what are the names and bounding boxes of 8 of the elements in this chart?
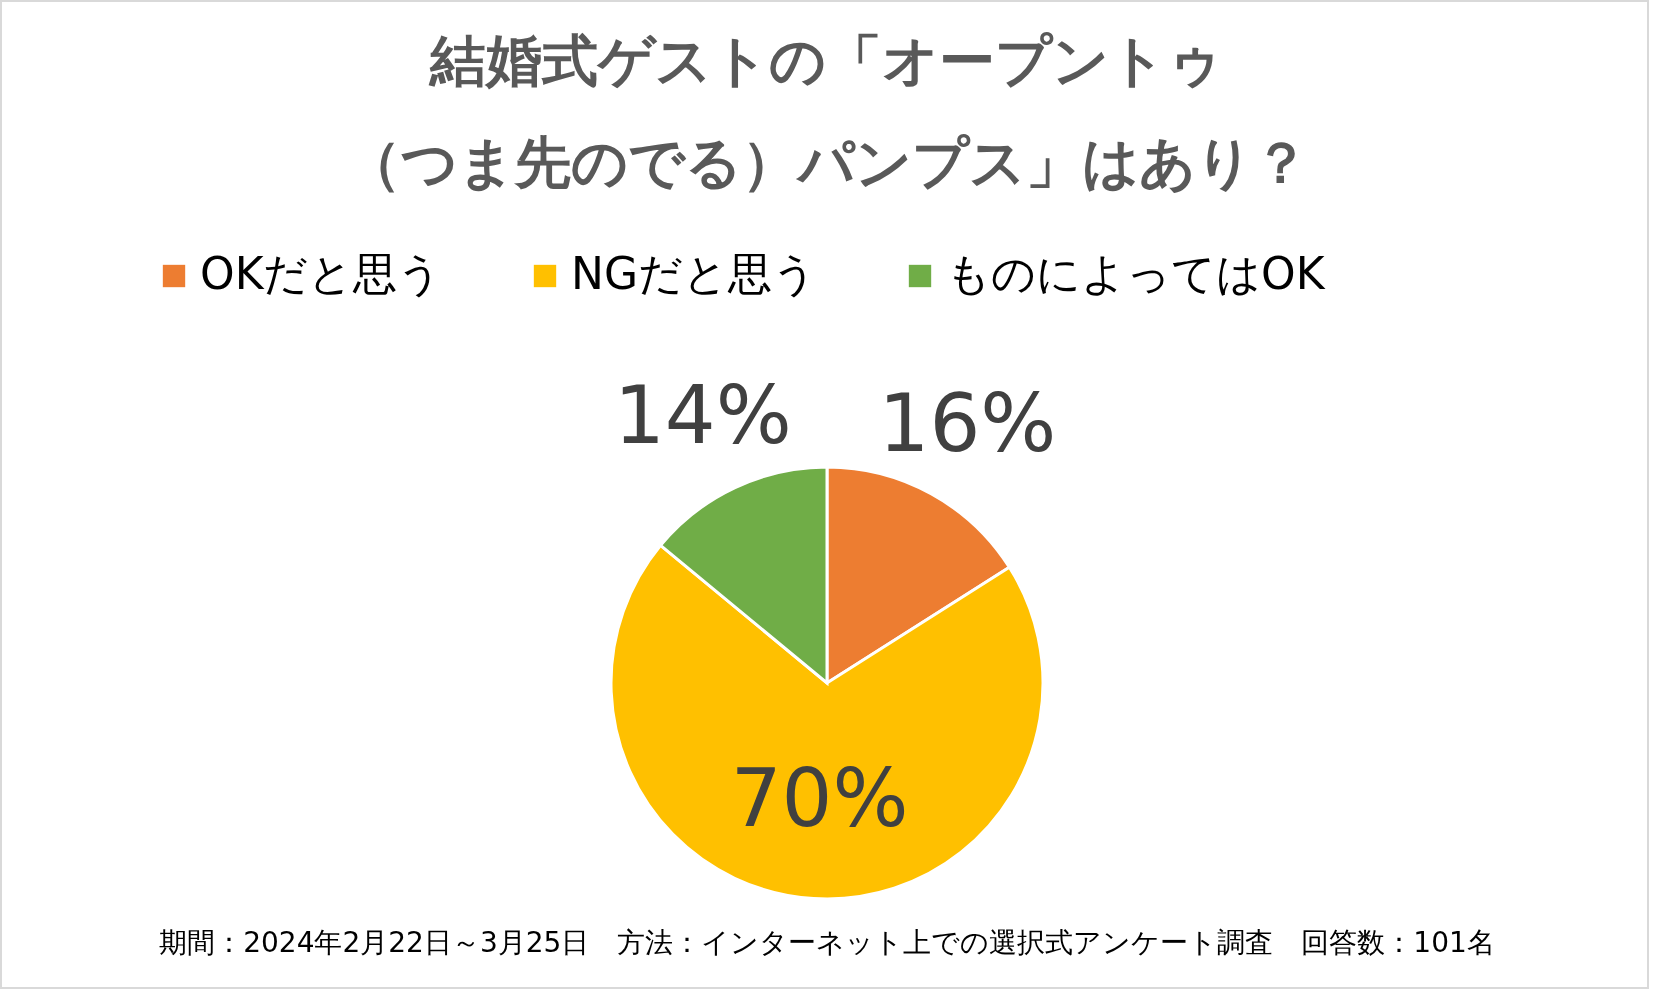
data-label: 16% bbox=[878, 377, 1057, 471]
legend-label: OKだと思う bbox=[200, 248, 443, 299]
data-label: 14% bbox=[613, 369, 792, 463]
legend-label: NGだと思う bbox=[571, 248, 818, 299]
chart-title: 結婚式ゲストの「オープントゥ（つま先のでる）パンプス」はあり？ bbox=[344, 28, 1309, 195]
data-label: 70% bbox=[730, 751, 909, 845]
legend-label: ものによってはOK bbox=[946, 248, 1326, 299]
text: 期間：2024年2月22日～3月25日 方法：インターネット上での選択式アンケート調査 回答数：101名 bbox=[159, 926, 1495, 959]
